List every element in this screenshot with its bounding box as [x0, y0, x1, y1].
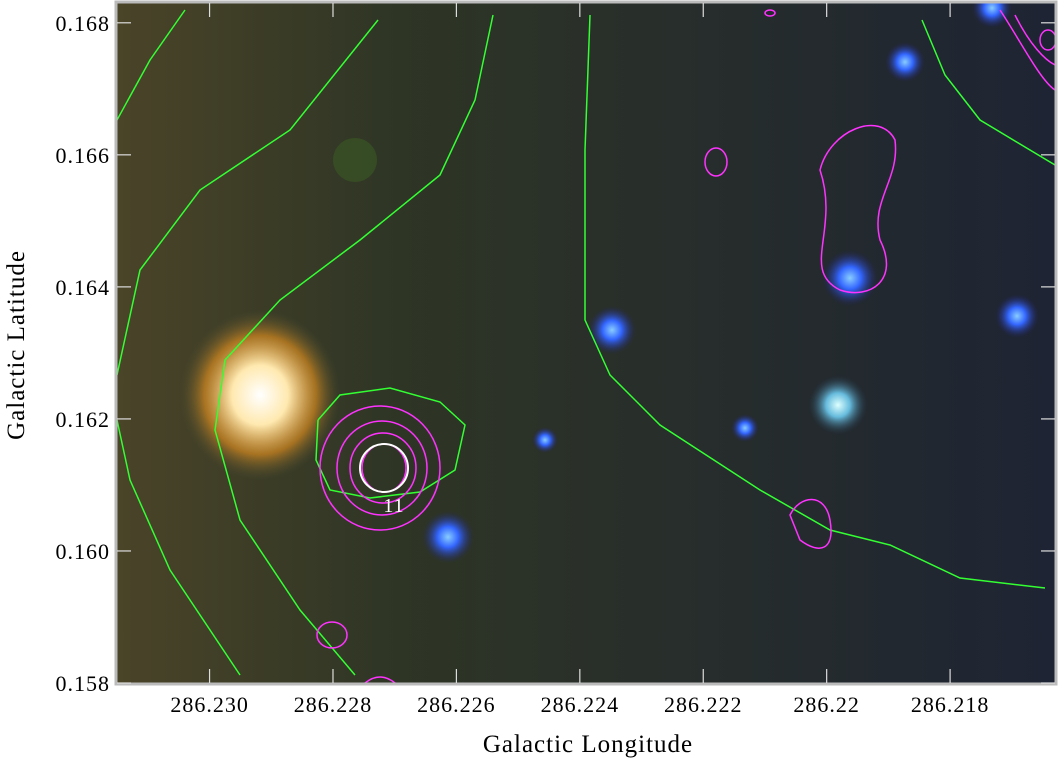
- y-tick-label: 0.162: [56, 407, 111, 432]
- x-axis-label: Galactic Longitude: [483, 731, 693, 758]
- green-contours: [117, 9, 1055, 676]
- y-tick-label: 0.166: [56, 143, 111, 168]
- x-tick-label: 286.22: [793, 692, 860, 717]
- x-tick-label: 286.218: [911, 692, 990, 717]
- x-tick-label: 286.226: [417, 692, 496, 717]
- image: [117, 3, 1055, 683]
- annotation: 11: [383, 495, 404, 517]
- y-tick-label: 0.168: [56, 11, 111, 36]
- y-tick-label: 0.160: [56, 539, 111, 564]
- x-tick-label: 286.222: [664, 692, 743, 717]
- x-tick-label: 286.228: [294, 692, 373, 717]
- source-marker: [359, 443, 409, 493]
- y-axis-label: Galactic Latitude: [3, 250, 30, 440]
- x-tick-label: 286.230: [170, 692, 249, 717]
- y-tick-label: 0.158: [56, 671, 111, 696]
- x-tick-label: 286.224: [541, 692, 620, 717]
- y-tick-label: 0.164: [56, 275, 111, 300]
- plot-frame: [114, 0, 1058, 686]
